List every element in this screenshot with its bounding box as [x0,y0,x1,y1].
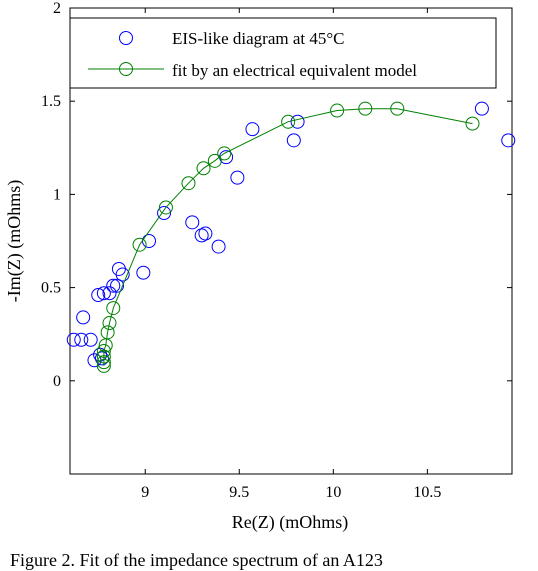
legend-label-fit: fit by an electrical equivalent model [172,61,417,80]
data-point-eis [115,267,130,282]
data-point-fit [330,103,345,118]
data-point-eis [76,310,91,325]
data-point-fit [196,161,211,176]
y-axis-ticks: 0 0.5 1 1.5 2 [41,0,512,390]
legend-marker-eis [119,31,133,45]
x-axis-ticks: 9 9.5 10 10.5 [141,8,441,501]
data-point-eis [501,133,516,148]
data-point-eis [211,239,226,254]
data-point-fit [358,101,373,116]
x-tick-label: 9 [141,484,149,501]
figure-caption: Figure 2. Fit of the impedance spectrum … [10,550,383,570]
data-point-fit [217,146,232,161]
x-tick-label: 9.5 [229,484,249,501]
data-point-fit [158,200,173,215]
y-tick-label: 1 [53,186,61,203]
data-point-eis [74,332,89,347]
legend-marker-fit [119,62,133,76]
legend-label-eis: EIS-like diagram at 45°C [172,29,345,48]
data-point-fit [96,349,111,364]
data-point-eis [157,206,172,221]
series-layer [66,101,516,373]
y-tick-label: 2 [53,0,61,17]
data-point-eis [194,228,209,243]
y-tick-label: 1.5 [41,93,61,110]
data-point-fit [181,176,196,191]
legend: EIS-like diagram at 45°C fit by an elect… [69,17,497,89]
y-tick-label: 0.5 [41,280,61,297]
x-axis-label: Re(Z) (mOhms) [232,512,348,533]
data-point-fit [132,237,147,252]
data-point-fit [281,114,296,129]
data-point-fit [100,325,115,340]
data-point-eis [198,226,213,241]
data-point-eis [245,122,260,137]
data-point-eis [110,278,125,293]
data-point-fit [207,153,222,168]
data-point-fit [465,116,480,131]
data-point-eis [474,101,489,116]
data-point-eis [83,332,98,347]
data-point-eis [102,286,117,301]
data-point-eis [230,170,245,185]
data-point-eis [290,114,305,129]
data-point-eis [96,286,111,301]
data-point-eis [91,288,106,303]
data-point-fit [96,358,111,373]
data-point-eis [106,278,121,293]
data-point-fit [102,316,117,331]
y-tick-label: 0 [53,373,61,390]
data-point-fit [106,301,121,316]
y-axis-label: -Im(Z) (mOhms) [4,180,25,302]
data-point-eis [94,351,109,366]
data-point-eis [185,215,200,230]
x-tick-label: 10 [325,484,341,501]
data-point-eis [286,133,301,148]
data-point-fit [96,355,111,370]
legend-box [69,17,497,89]
data-point-eis [66,332,81,347]
x-tick-label: 10.5 [413,484,441,501]
series-line-fit [103,108,473,366]
data-point-fit [96,343,111,358]
data-point-eis [136,265,151,280]
data-point-fit [390,101,405,116]
